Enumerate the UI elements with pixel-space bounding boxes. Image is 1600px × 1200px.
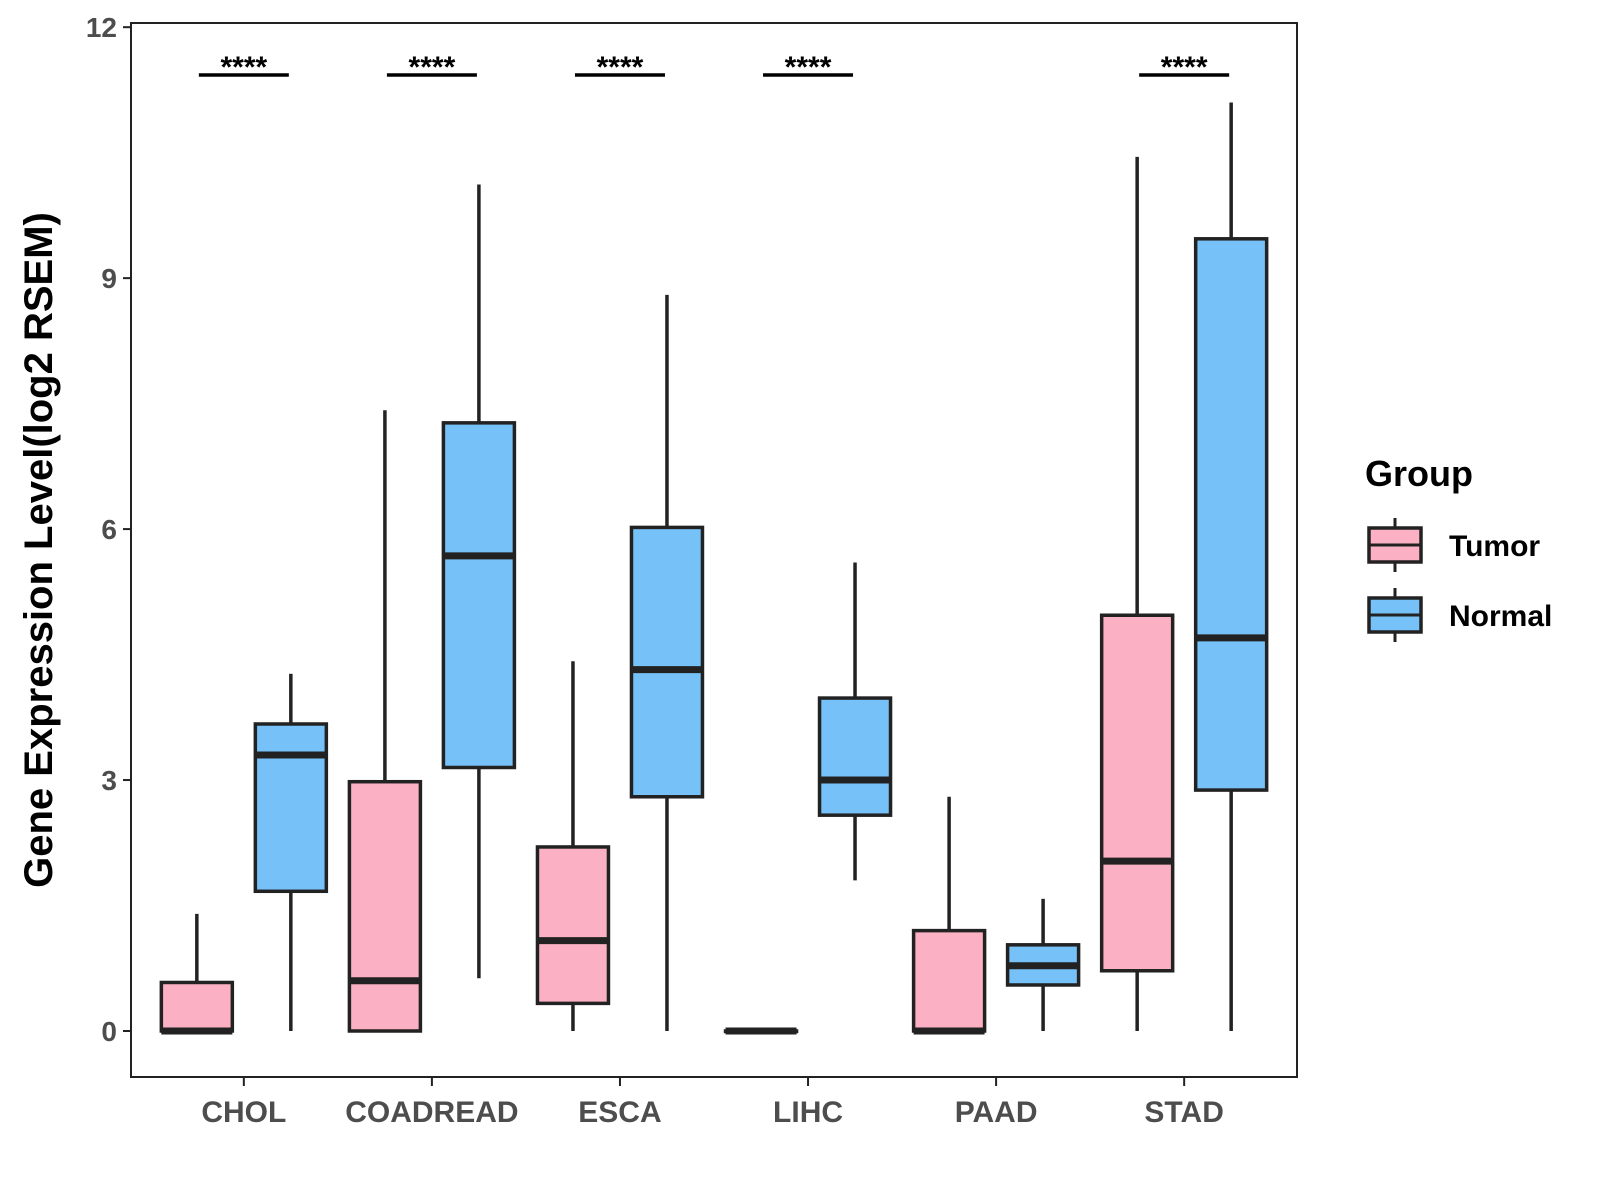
x-tick-label: COADREAD	[345, 1096, 518, 1129]
y-axis-label: Gene Expression Level(log2 RSEM)	[17, 212, 61, 888]
y-axis: 0 3 6 9 12	[86, 12, 131, 1047]
box-body	[253, 722, 329, 894]
y-tick-label: 9	[101, 263, 117, 294]
box-normal-paad	[1005, 898, 1081, 1031]
significance-label: ****	[220, 51, 267, 84]
box-normal-stad	[1193, 102, 1269, 1031]
x-tick-label: ESCA	[578, 1096, 661, 1129]
legend-label: Tumor	[1449, 530, 1540, 563]
box-tumor-chol	[159, 913, 235, 1035]
boxes-layer	[159, 102, 1269, 1035]
y-tick-label: 3	[101, 765, 117, 796]
significance-label: ****	[1161, 51, 1208, 84]
significance-label: ****	[785, 51, 832, 84]
box-body	[535, 845, 611, 1006]
x-tick-label: CHOL	[201, 1096, 286, 1129]
box-body	[1193, 237, 1269, 792]
y-tick-label: 6	[101, 514, 117, 545]
box-tumor-lihc	[723, 1027, 799, 1035]
box-normal-chol	[253, 673, 329, 1031]
box-tumor-coadread	[347, 410, 423, 1033]
plot-panel-border	[130, 22, 1298, 1078]
box-tumor-esca	[535, 661, 611, 1031]
x-axis: CHOL COADREAD ESCA LIHC PAAD STAD	[201, 1077, 1224, 1129]
legend-item-normal: Normal	[1367, 588, 1552, 642]
significance-layer: **** **** **** **** ****	[198, 51, 1230, 84]
x-tick-label: LIHC	[773, 1096, 843, 1129]
box-normal-esca	[629, 294, 705, 1031]
box-body	[817, 696, 893, 817]
box-normal-lihc	[817, 562, 893, 881]
significance-label: ****	[597, 51, 644, 84]
box-body	[911, 928, 987, 1033]
legend: Group Tumor Normal	[1365, 453, 1552, 642]
box-body	[1099, 613, 1175, 973]
x-tick-label: PAAD	[955, 1096, 1038, 1129]
x-tick-label: STAD	[1144, 1096, 1223, 1129]
legend-item-tumor: Tumor	[1367, 518, 1540, 572]
box-normal-coadread	[441, 184, 517, 979]
legend-title: Group	[1365, 453, 1473, 494]
box-body	[159, 980, 235, 1033]
box-tumor-stad	[1099, 156, 1175, 1031]
box-body	[347, 779, 423, 1033]
y-tick-label: 0	[101, 1016, 117, 1047]
y-tick-label: 12	[86, 12, 117, 43]
box-body	[629, 525, 705, 799]
box-tumor-paad	[911, 796, 987, 1035]
legend-label: Normal	[1449, 600, 1552, 633]
significance-label: ****	[409, 51, 456, 84]
box-body	[441, 421, 517, 770]
